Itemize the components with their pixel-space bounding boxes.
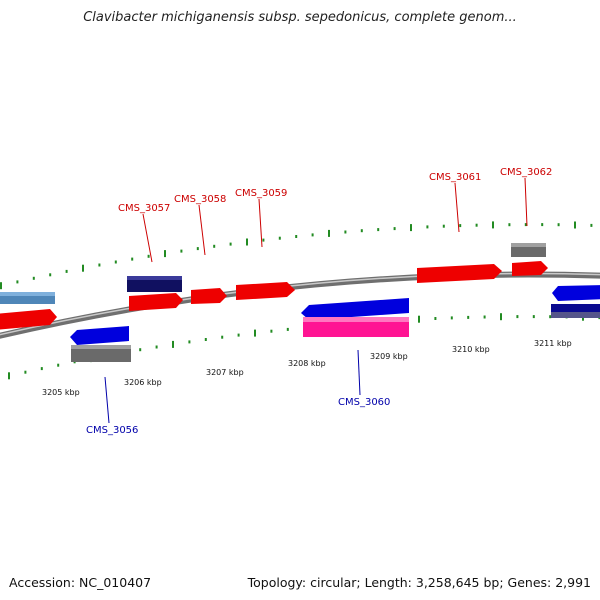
scale-tick: [516, 315, 519, 319]
scale-tick: [434, 317, 437, 320]
scale-tick: [262, 238, 265, 242]
scale-tick: [164, 250, 166, 258]
gene-label-cms-3061: CMS_3061: [429, 172, 481, 183]
scale-tick: [311, 233, 314, 237]
gene-arrow-cms-3058[interactable]: [191, 288, 227, 304]
scale-tick: [328, 229, 330, 237]
scale-tick: [213, 244, 216, 248]
scale-label-3206: 3206 kbp: [124, 378, 162, 387]
scale-tick: [188, 340, 191, 344]
scale-tick: [418, 315, 420, 323]
scale-tick: [114, 260, 117, 264]
scale-tick: [172, 340, 174, 348]
scale-tick: [254, 329, 256, 337]
scale-tick: [492, 221, 494, 229]
scale-tick: [360, 229, 363, 233]
gene-arrow-cms-3056[interactable]: [70, 326, 129, 345]
scale-tick: [442, 224, 445, 228]
scale-tick: [344, 230, 347, 234]
scale-tick: [286, 327, 289, 331]
scale-tick: [180, 249, 183, 253]
scale-tick: [377, 228, 380, 232]
scale-tick: [82, 264, 84, 272]
forward-genes: [0, 243, 600, 330]
scale-tick: [204, 338, 207, 341]
gene-label-cms-3056: CMS_3056: [86, 425, 138, 436]
scale-tick: [147, 254, 150, 258]
scale-tick: [16, 280, 19, 284]
scale-tick: [0, 282, 2, 290]
gene-arrow-cms-3062[interactable]: [512, 261, 548, 276]
upper-ticks: [0, 221, 593, 290]
scale-tick: [557, 223, 560, 227]
reverse-genes: [70, 298, 600, 362]
scale-tick: [574, 221, 576, 229]
scale-tick: [229, 242, 232, 246]
scale-tick: [246, 238, 248, 246]
scale-tick: [40, 367, 43, 371]
gene-block-right-gray[interactable]: [551, 312, 600, 318]
scale-tick: [270, 329, 273, 333]
scale-tick: [524, 223, 527, 227]
scale-tick: [8, 372, 10, 380]
gene-arrow-cms-3059[interactable]: [236, 282, 295, 300]
scale-tick: [221, 335, 224, 339]
gene-arrow-cms-3060[interactable]: [301, 298, 409, 320]
scale-tick: [32, 276, 35, 280]
genome-backbone: [0, 271, 600, 339]
scale-tick: [549, 315, 552, 319]
genome-summary-text: Topology: circular; Length: 3,258,645 bp…: [247, 575, 591, 590]
scale-tick: [541, 223, 544, 227]
scale-tick: [49, 273, 52, 277]
gene-label-cms-3059: CMS_3059: [235, 188, 287, 199]
scale-tick: [57, 363, 60, 367]
scale-tick: [475, 223, 478, 227]
scale-tick: [196, 247, 199, 251]
scale-tick: [450, 316, 453, 320]
scale-tick: [500, 313, 502, 321]
gene-block-right-navy[interactable]: [551, 304, 600, 312]
scale-label-3205: 3205 kbp: [42, 388, 80, 397]
scale-label-3209: 3209 kbp: [370, 352, 408, 361]
gene-label-cms-3057: CMS_3057: [118, 203, 170, 214]
scale-tick: [155, 345, 158, 349]
scale-tick: [65, 269, 68, 273]
scale-label-3210: 3210 kbp: [452, 345, 490, 354]
scale-tick: [393, 227, 396, 231]
genome-title: Clavibacter michiganensis subsp. sepedon…: [83, 10, 517, 25]
scale-tick: [508, 223, 511, 227]
scale-tick: [139, 348, 142, 352]
scale-tick: [131, 257, 134, 261]
scale-label-3207: 3207 kbp: [206, 368, 244, 377]
scale-tick: [532, 315, 535, 319]
scale-tick: [98, 263, 101, 267]
scale-tick: [426, 225, 429, 229]
accession-text: Accession: NC_010407: [9, 575, 152, 590]
scale-tick: [237, 333, 240, 337]
scale-tick: [483, 315, 486, 319]
gene-arrow-cms-3057[interactable]: [129, 293, 183, 311]
scale-tick: [278, 236, 281, 240]
label-leaders: [104, 177, 528, 424]
scale-tick: [459, 224, 462, 228]
scale-label-3211: 3211 kbp: [534, 339, 572, 348]
scale-tick: [410, 224, 412, 232]
gene-arrow-left-red[interactable]: [0, 309, 57, 330]
scale-tick: [24, 370, 27, 374]
scale-tick: [590, 223, 593, 227]
gene-label-cms-3062: CMS_3062: [500, 167, 552, 178]
scale-tick: [467, 315, 470, 319]
gene-arrow-cms-3061[interactable]: [417, 264, 502, 283]
gene-arrow-right-blue[interactable]: [552, 285, 600, 301]
scale-label-3208: 3208 kbp: [288, 359, 326, 368]
gene-label-cms-3060: CMS_3060: [338, 397, 390, 408]
gene-label-cms-3058: CMS_3058: [174, 194, 226, 205]
gene-block-cms-3056[interactable]: [71, 345, 131, 362]
scale-tick: [295, 235, 298, 238]
